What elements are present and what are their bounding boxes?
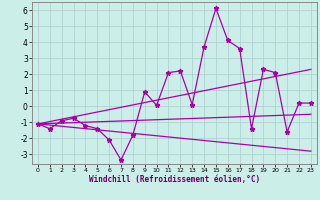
X-axis label: Windchill (Refroidissement éolien,°C): Windchill (Refroidissement éolien,°C) bbox=[89, 175, 260, 184]
